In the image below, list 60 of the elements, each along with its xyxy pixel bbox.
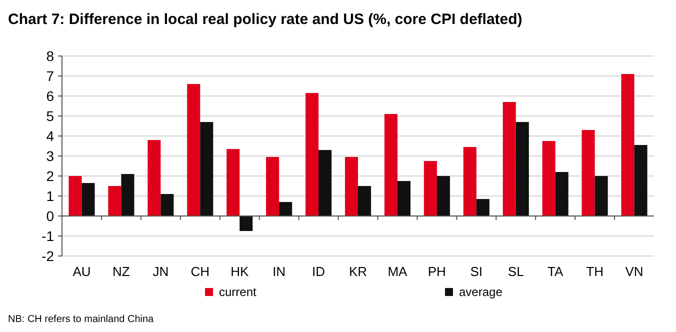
bar — [226, 149, 240, 216]
x-tick-label: VN — [625, 264, 644, 279]
x-tick-label: IN — [272, 264, 286, 279]
bar — [240, 216, 253, 231]
x-tick-label: SL — [508, 264, 524, 279]
bar — [621, 74, 634, 216]
y-tick-label: 0 — [46, 208, 54, 224]
x-tick-label: JN — [152, 264, 169, 279]
legend-label: current — [219, 285, 258, 299]
x-tick-label: CH — [190, 264, 210, 279]
x-tick-label: HK — [230, 264, 249, 279]
y-tick-label: 1 — [46, 188, 54, 204]
bar — [344, 157, 358, 216]
bar — [108, 186, 122, 216]
bar — [200, 122, 214, 216]
bar — [542, 141, 556, 216]
bar — [436, 176, 450, 216]
chart-title: Chart 7: Difference in local real policy rate and US (%, core CPI deflated) — [8, 11, 522, 28]
bar — [187, 84, 200, 216]
bar — [397, 181, 410, 216]
bar — [424, 161, 437, 216]
bar — [279, 202, 292, 216]
x-tick-label: PH — [428, 264, 446, 279]
x-tick-label: AU — [72, 264, 91, 279]
bar — [358, 186, 372, 216]
bar — [306, 93, 319, 216]
y-tick-label: 5 — [46, 108, 54, 124]
bar — [516, 122, 529, 216]
bar — [634, 145, 648, 216]
x-tick-label: SI — [470, 264, 483, 279]
x-tick-label: TH — [586, 264, 604, 279]
bar — [384, 114, 398, 216]
bar — [121, 174, 134, 216]
y-tick-label: -1 — [42, 228, 54, 244]
bar — [266, 157, 280, 216]
x-tick-label: ID — [312, 264, 326, 279]
y-tick-label: -2 — [42, 248, 54, 264]
bar — [82, 183, 95, 216]
x-tick-label: KR — [348, 264, 368, 279]
bar — [318, 150, 332, 216]
bar — [582, 130, 595, 216]
y-tick-label: 8 — [46, 48, 54, 64]
bar — [476, 199, 490, 216]
bar — [594, 176, 608, 216]
bar — [148, 140, 161, 216]
y-tick-label: 2 — [46, 168, 54, 184]
y-tick-label: 3 — [46, 148, 54, 164]
bar — [555, 172, 568, 216]
y-tick-label: 7 — [46, 68, 54, 84]
x-tick-label: MA — [388, 264, 408, 279]
x-tick-label: NZ — [112, 264, 130, 279]
x-tick-label: TA — [548, 264, 564, 279]
bar — [502, 102, 516, 216]
y-tick-label: 6 — [46, 88, 54, 104]
bar — [68, 176, 82, 216]
bar — [463, 147, 476, 216]
y-tick-label: 4 — [46, 128, 54, 144]
text: NB: CH refers to mainland China — [8, 314, 154, 325]
legend-label: average — [459, 285, 503, 299]
bar — [160, 194, 174, 216]
